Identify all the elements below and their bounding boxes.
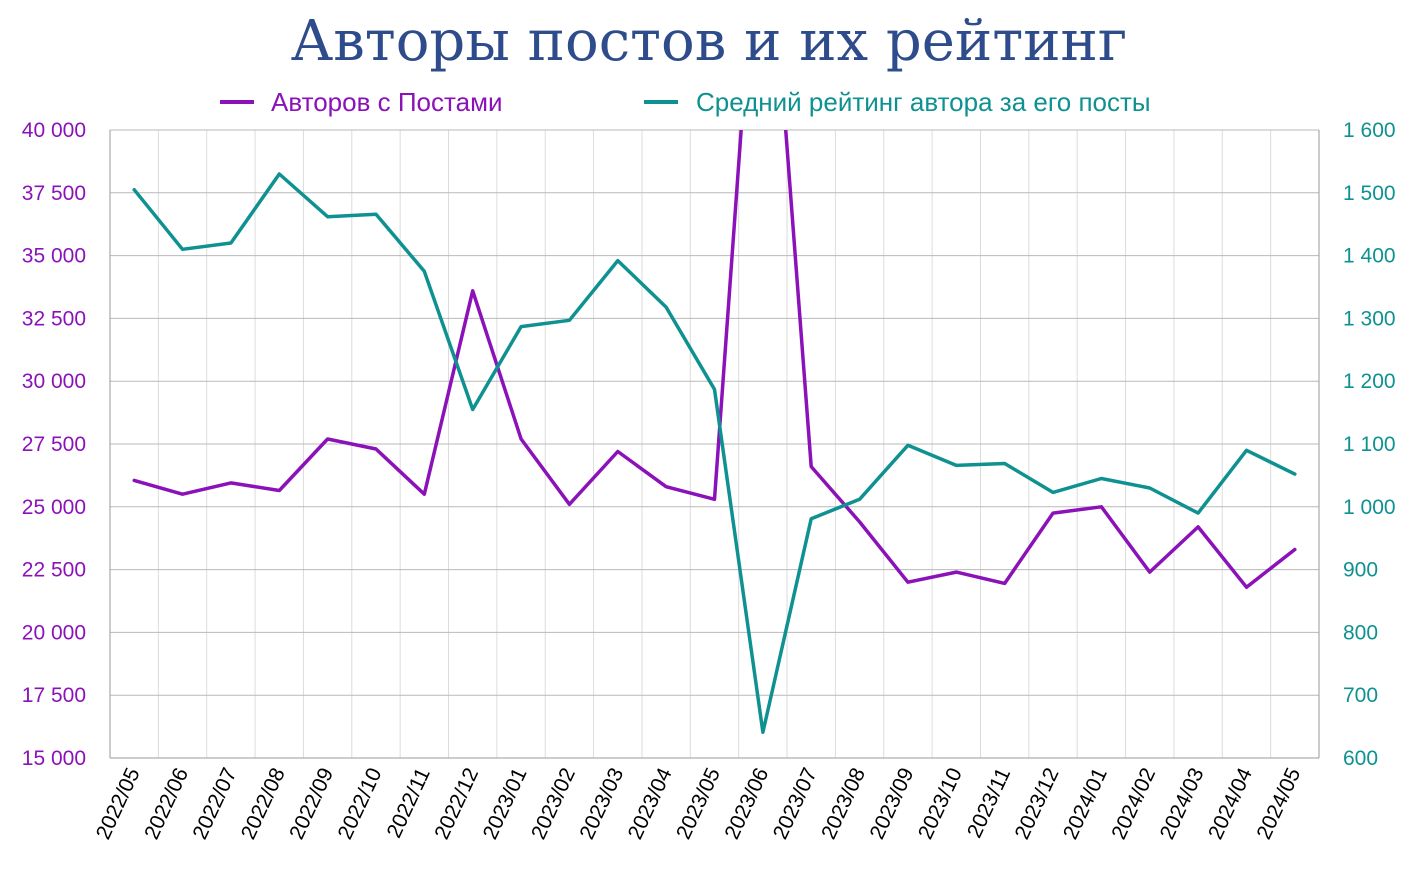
x-axis-tick-label: 2022/08 <box>237 764 290 843</box>
x-axis-tick-label: 2022/12 <box>430 764 483 843</box>
x-axis-tick-label: 2024/05 <box>1252 764 1305 843</box>
x-axis-tick-label: 2024/01 <box>1059 764 1112 843</box>
axes <box>109 130 1320 759</box>
x-axis-ticks: 2022/052022/062022/072022/082022/092022/… <box>92 764 1306 843</box>
x-axis-tick-label: 2024/02 <box>1107 764 1160 843</box>
x-axis-tick-label: 2023/01 <box>479 764 532 843</box>
x-axis-tick-label: 2023/11 <box>963 764 1015 841</box>
authors-series-line <box>132 130 1297 589</box>
horizontal-gridlines <box>110 129 1319 759</box>
x-axis-tick-label: 2023/05 <box>672 764 725 843</box>
x-axis-tick-label: 2023/09 <box>866 764 919 843</box>
left-axis-tick-label: 22 500 <box>22 559 86 582</box>
left-axis-tick-label: 40 000 <box>22 119 86 142</box>
right-axis-tick-label: 900 <box>1343 559 1378 582</box>
right-axis-tick-label: 1 400 <box>1343 245 1396 268</box>
left-axis-tick-label: 37 500 <box>22 182 86 205</box>
x-axis-tick-label: 2023/03 <box>575 764 628 843</box>
right-axis-tick-label: 1 000 <box>1343 496 1396 519</box>
left-axis-tick-label: 20 000 <box>22 621 86 644</box>
x-axis-tick-label: 2023/02 <box>527 764 580 843</box>
x-axis-tick-label: 2023/04 <box>624 764 677 843</box>
x-axis-tick-label: 2022/07 <box>189 764 242 843</box>
x-axis-tick-label: 2024/03 <box>1156 764 1209 843</box>
right-axis-ticks: 600 700 800 900 1 000 1 100 1 200 1 300 1 400 1 5… <box>1343 119 1396 770</box>
left-axis-tick-label: 27 500 <box>22 433 86 456</box>
x-axis-tick-label: 2022/06 <box>140 764 193 843</box>
x-axis-tick-label: 2023/12 <box>1011 764 1064 843</box>
right-axis-tick-label: 1 200 <box>1343 370 1396 393</box>
left-axis-ticks: 15 000 17 500 20 000 22 500 25 000 27 500 30 0… <box>22 119 86 770</box>
right-axis-tick-label: 800 <box>1343 621 1378 644</box>
x-axis-tick-label: 2024/04 <box>1204 764 1257 843</box>
rating-series-line <box>132 172 1297 735</box>
right-axis-tick-label: 700 <box>1343 684 1378 707</box>
x-axis-tick-label: 2023/07 <box>769 764 822 843</box>
x-axis-tick-label: 2022/09 <box>285 764 338 843</box>
series-layer <box>132 130 1297 735</box>
left-axis-tick-label: 30 000 <box>22 370 86 393</box>
left-axis-tick-label: 17 500 <box>22 684 86 707</box>
x-axis-tick-label: 2023/08 <box>817 764 870 843</box>
right-axis-tick-label: 1 300 <box>1343 307 1396 330</box>
right-axis-tick-label: 600 <box>1343 747 1378 770</box>
x-axis-tick-label: 2023/10 <box>914 764 967 843</box>
chart-title: Авторы постов и их рейтинг <box>291 9 1127 74</box>
x-axis-tick-label: 2022/11 <box>383 764 435 841</box>
legend-label-authors: Авторов с Постами <box>271 87 502 117</box>
left-axis-tick-label: 15 000 <box>22 747 86 770</box>
right-axis-tick-label: 1 100 <box>1343 433 1396 456</box>
left-axis-tick-label: 25 000 <box>22 496 86 519</box>
right-axis-tick-label: 1 600 <box>1343 119 1396 142</box>
left-axis-tick-label: 32 500 <box>22 307 86 330</box>
x-axis-tick-label: 2023/06 <box>720 764 773 843</box>
x-axis-tick-label: 2022/10 <box>334 764 387 843</box>
right-axis-tick-label: 1 500 <box>1343 182 1396 205</box>
left-axis-tick-label: 35 000 <box>22 245 86 268</box>
x-axis-tick-label: 2022/05 <box>92 764 145 843</box>
legend: Авторов с Постами Средний рейтинг автора… <box>220 87 1151 117</box>
legend-label-rating: Средний рейтинг автора за его посты <box>696 87 1151 117</box>
